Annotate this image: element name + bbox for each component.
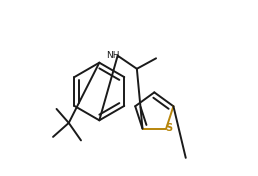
Text: NH: NH <box>107 51 120 60</box>
Text: S: S <box>166 123 173 133</box>
